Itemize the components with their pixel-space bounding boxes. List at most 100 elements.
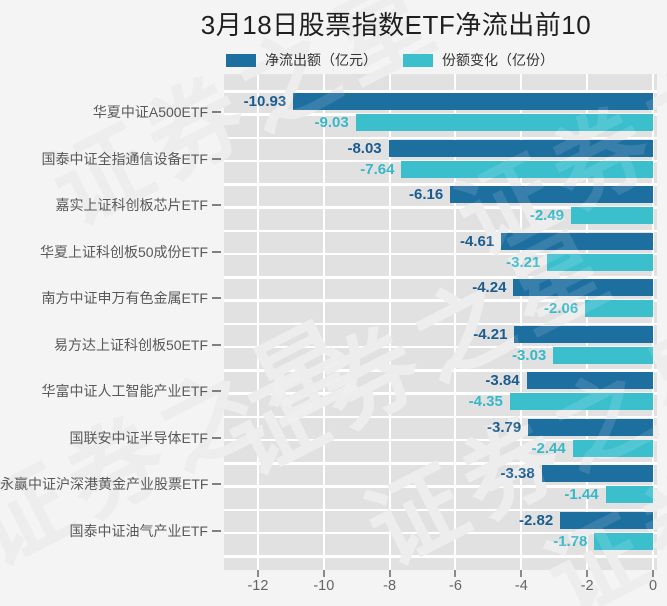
category-label: 永赢中证沪深港黄金产业股票ETF bbox=[0, 476, 209, 492]
bar-share-change bbox=[401, 160, 653, 178]
y-tick-mark bbox=[212, 436, 221, 439]
x-tick-label: -2 bbox=[580, 578, 594, 594]
bar-share-change bbox=[509, 393, 653, 410]
value-label-net-outflow: -4.61 bbox=[460, 232, 495, 250]
x-tick-label: -12 bbox=[247, 578, 269, 594]
bar-net-outflow bbox=[526, 372, 653, 389]
bar-share-change bbox=[585, 300, 653, 317]
value-label-net-outflow: -4.24 bbox=[472, 279, 507, 296]
value-label-net-outflow: -8.03 bbox=[347, 139, 382, 157]
category-label: 华夏上证科创板50成份ETF bbox=[39, 243, 208, 260]
category-label: 易方达上证科创板50ETF bbox=[53, 336, 208, 353]
gridline-horizontal bbox=[224, 90, 657, 93]
gridline-horizontal bbox=[224, 276, 657, 279]
bars-layer: -10.93 -9.03 -8.03 -7.64 -6.16 -2.49 -4.61 -3.2… bbox=[224, 74, 657, 570]
bar-share-change bbox=[355, 114, 653, 131]
gridline-horizontal bbox=[224, 462, 657, 465]
bar-net-outflow bbox=[513, 279, 653, 296]
gridline-horizontal bbox=[224, 136, 657, 139]
gridline-vertical bbox=[388, 74, 391, 570]
y-tick-mark bbox=[212, 157, 221, 160]
value-label-share-change: -3.21 bbox=[506, 253, 541, 271]
bar-share-change bbox=[594, 532, 653, 550]
x-tick-label: 0 bbox=[648, 578, 658, 594]
category-label: 南方中证申万有色金属ETF bbox=[41, 290, 208, 306]
value-label-net-outflow: -10.93 bbox=[243, 93, 287, 110]
legend-swatch-net-outflow-icon bbox=[226, 53, 256, 67]
value-label-share-change: -7.64 bbox=[360, 160, 395, 178]
value-label-net-outflow: -3.79 bbox=[487, 418, 522, 436]
category-label: 国泰中证全指通信设备ETF bbox=[41, 150, 208, 167]
page-title: 3月18日股票指数ETF净流出前10 bbox=[200, 10, 592, 40]
value-label-share-change: -2.49 bbox=[529, 207, 565, 224]
y-axis-labels: 华夏中证A500ETF 国泰中证全指通信设备ETF 嘉实上证科创板芯片ETF 华夏上证… bbox=[0, 0, 224, 606]
x-tick-mark bbox=[586, 570, 589, 577]
gridline-vertical bbox=[256, 74, 259, 570]
gridline-horizontal bbox=[224, 485, 657, 488]
x-tick-mark bbox=[652, 570, 654, 577]
x-tick-mark bbox=[454, 570, 457, 577]
value-label-net-outflow: -4.21 bbox=[473, 325, 508, 343]
y-tick-mark bbox=[212, 297, 221, 299]
value-label-net-outflow: -6.16 bbox=[409, 186, 444, 203]
gridline-horizontal bbox=[224, 438, 657, 442]
x-tick-label: -8 bbox=[383, 578, 397, 594]
gridline-horizontal bbox=[224, 392, 657, 395]
bar-share-change bbox=[605, 486, 653, 503]
legend-label-net-outflow: 净流出额（亿元） bbox=[265, 52, 377, 68]
gridline-vertical bbox=[322, 74, 325, 570]
bar-net-outflow bbox=[528, 418, 653, 436]
gridline-horizontal bbox=[224, 206, 657, 209]
value-label-share-change: -1.78 bbox=[553, 532, 588, 550]
bar-net-outflow bbox=[450, 186, 653, 203]
bar-net-outflow bbox=[560, 511, 653, 529]
category-label: 华富中证人工智能产业ETF bbox=[41, 383, 208, 399]
x-tick-mark bbox=[256, 570, 259, 577]
value-label-share-change: -9.03 bbox=[314, 114, 349, 131]
bar-net-outflow bbox=[388, 139, 653, 157]
bar-net-outflow bbox=[501, 232, 653, 250]
value-label-share-change: -1.44 bbox=[564, 486, 599, 503]
category-label: 华夏中证A500ETF bbox=[92, 104, 208, 120]
legend-label-share-change: 份额变化（亿份） bbox=[442, 52, 554, 68]
bar-net-outflow bbox=[293, 93, 653, 110]
gridline-horizontal bbox=[224, 369, 657, 372]
bar-share-change bbox=[571, 207, 653, 224]
category-label: 嘉实上证科创板芯片ETF bbox=[55, 197, 208, 213]
value-label-share-change: -2.06 bbox=[543, 300, 579, 317]
gridline-vertical bbox=[586, 74, 589, 570]
gridline-horizontal bbox=[224, 229, 657, 232]
y-tick-mark bbox=[212, 343, 221, 346]
value-label-net-outflow: -2.82 bbox=[518, 511, 554, 529]
gridline-vertical bbox=[520, 74, 523, 570]
x-tick-mark bbox=[388, 570, 391, 577]
gridline-horizontal bbox=[224, 531, 657, 535]
category-label: 国泰中证油气产业ETF bbox=[69, 522, 208, 539]
gridline-horizontal bbox=[224, 322, 657, 325]
legend: 净流出额（亿元） 份额变化（亿份） bbox=[0, 52, 667, 70]
gridline-horizontal bbox=[224, 508, 657, 511]
value-label-share-change: -4.35 bbox=[468, 393, 503, 410]
legend-swatch-share-change-icon bbox=[403, 53, 433, 67]
gridline-vertical bbox=[652, 74, 654, 570]
legend-item-share-change: 份额变化（亿份） bbox=[403, 52, 554, 68]
x-tick-label: -4 bbox=[514, 578, 528, 594]
y-tick-mark bbox=[212, 204, 221, 206]
legend-item-net-outflow: 净流出额（亿元） bbox=[226, 52, 377, 68]
value-label-net-outflow: -3.84 bbox=[485, 372, 520, 389]
value-label-share-change: -3.03 bbox=[512, 346, 547, 364]
gridline-horizontal bbox=[224, 415, 657, 418]
gridline-horizontal bbox=[224, 299, 657, 302]
bar-net-outflow bbox=[541, 465, 653, 482]
x-tick-label: -10 bbox=[313, 578, 335, 594]
category-label: 国联安中证半导体ETF bbox=[69, 429, 208, 446]
y-tick-mark bbox=[212, 390, 221, 392]
bar-net-outflow bbox=[514, 325, 653, 343]
gridline-horizontal bbox=[224, 252, 657, 256]
plot-panel bbox=[224, 74, 657, 570]
value-label-share-change: -2.44 bbox=[531, 439, 566, 457]
bar-share-change bbox=[553, 346, 653, 364]
gridline-horizontal bbox=[224, 345, 657, 349]
gridline-horizontal bbox=[224, 555, 657, 558]
